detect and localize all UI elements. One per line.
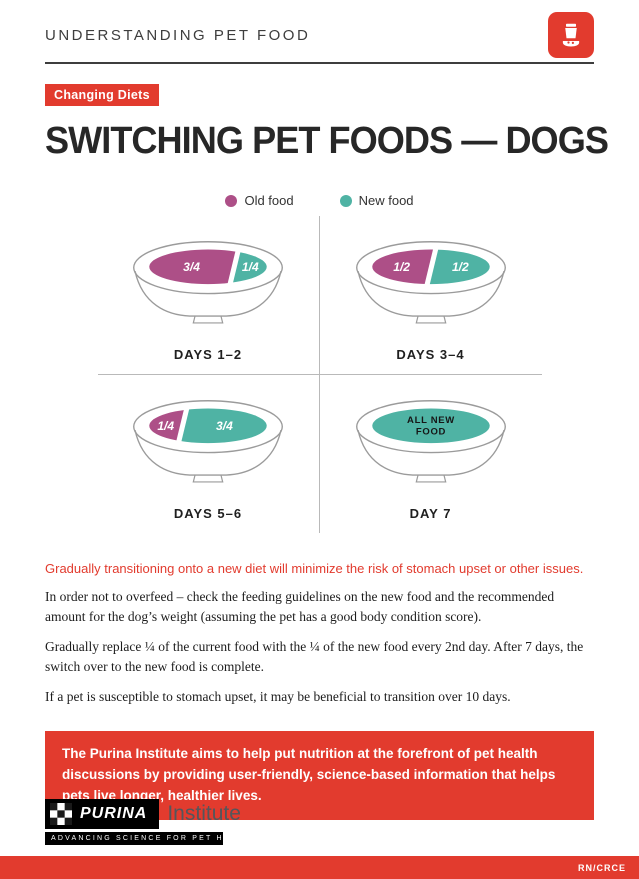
paragraph-overfeed: In order not to overfeed – check the fee… xyxy=(45,589,555,624)
logo-row: PURINA Institute xyxy=(45,799,241,829)
purina-wordmark: PURINA xyxy=(80,805,148,822)
section-badge: Changing Diets xyxy=(45,84,159,106)
bowl-cell-day-7: ALL NEW FOOD DAY 7 xyxy=(320,375,542,533)
svg-text:1/4: 1/4 xyxy=(242,260,259,274)
svg-text:ALL NEW: ALL NEW xyxy=(407,415,455,426)
bowl-cell-days-5-6: 1/4 3/4 DAYS 5–6 xyxy=(98,375,320,533)
new-food-dot-icon xyxy=(339,194,352,207)
legend-label-old: Old food xyxy=(244,193,294,208)
purina-logo-box: PURINA xyxy=(45,799,160,829)
pet-feeder-icon xyxy=(548,12,594,58)
bowl-label: DAYS 3–4 xyxy=(396,347,465,362)
page-header: UNDERSTANDING PET FOOD xyxy=(45,0,594,58)
paragraph-stomach-upset: If a pet is susceptible to stomach upset… xyxy=(45,689,511,705)
svg-text:3/4: 3/4 xyxy=(216,419,233,433)
bowl-diagram-days-5-6: 1/4 3/4 xyxy=(133,400,283,483)
bowl-label: DAY 7 xyxy=(409,506,452,521)
paragraph-replace-quarter: Gradually replace ¼ of the current food … xyxy=(45,639,584,674)
pet-feeder-glyph xyxy=(562,23,580,47)
bowl-diagram-days-1-2: 3/4 1/4 xyxy=(133,241,283,324)
bowl-label: DAYS 1–2 xyxy=(173,347,243,362)
document-code: RN/CRCE xyxy=(577,862,626,873)
bowl-diagram-days-3-4: 1/2 1/2 xyxy=(355,241,506,324)
header-divider xyxy=(45,62,594,64)
institute-wordmark: Institute xyxy=(167,802,241,825)
body-copy: In order not to overfeed – check the fee… xyxy=(45,587,594,707)
header-title: UNDERSTANDING PET FOOD xyxy=(45,26,311,44)
legend-item-new-food: New food xyxy=(339,193,414,208)
purina-checkerboard-icon xyxy=(50,803,72,825)
svg-text:3/4: 3/4 xyxy=(183,260,200,274)
svg-text:1/4: 1/4 xyxy=(157,419,174,433)
svg-text:FOOD: FOOD xyxy=(415,426,445,437)
bowl-cell-days-3-4: 1/2 1/2 DAYS 3–4 xyxy=(319,216,542,375)
legend: Old food New food xyxy=(45,193,594,208)
old-food-dot-icon xyxy=(225,194,238,207)
legend-label-new: New food xyxy=(358,193,414,208)
svg-text:1/2: 1/2 xyxy=(393,260,410,274)
bowls-grid: 3/4 1/4 DAYS 1–2 1/2 1/2 DAYS 3–4 1/4 3/4 D… xyxy=(97,216,542,533)
bowl-label: DAYS 5–6 xyxy=(173,506,243,521)
highlight-sentence: Gradually transitioning onto a new diet … xyxy=(45,561,584,576)
footer-logo: PURINA Institute ADVANCING SCIENCE FOR P… xyxy=(45,799,255,845)
bowl-cell-days-1-2: 3/4 1/4 DAYS 1–2 xyxy=(97,216,320,375)
legend-item-old-food: Old food xyxy=(225,193,294,208)
footer-tagline: ADVANCING SCIENCE FOR PET HEALTH xyxy=(45,832,255,845)
svg-text:1/2: 1/2 xyxy=(451,260,468,274)
page-title: SWITCHING PET FOODS — DOGS xyxy=(45,120,609,162)
bottom-red-bar: RN/CRCE xyxy=(0,856,639,879)
